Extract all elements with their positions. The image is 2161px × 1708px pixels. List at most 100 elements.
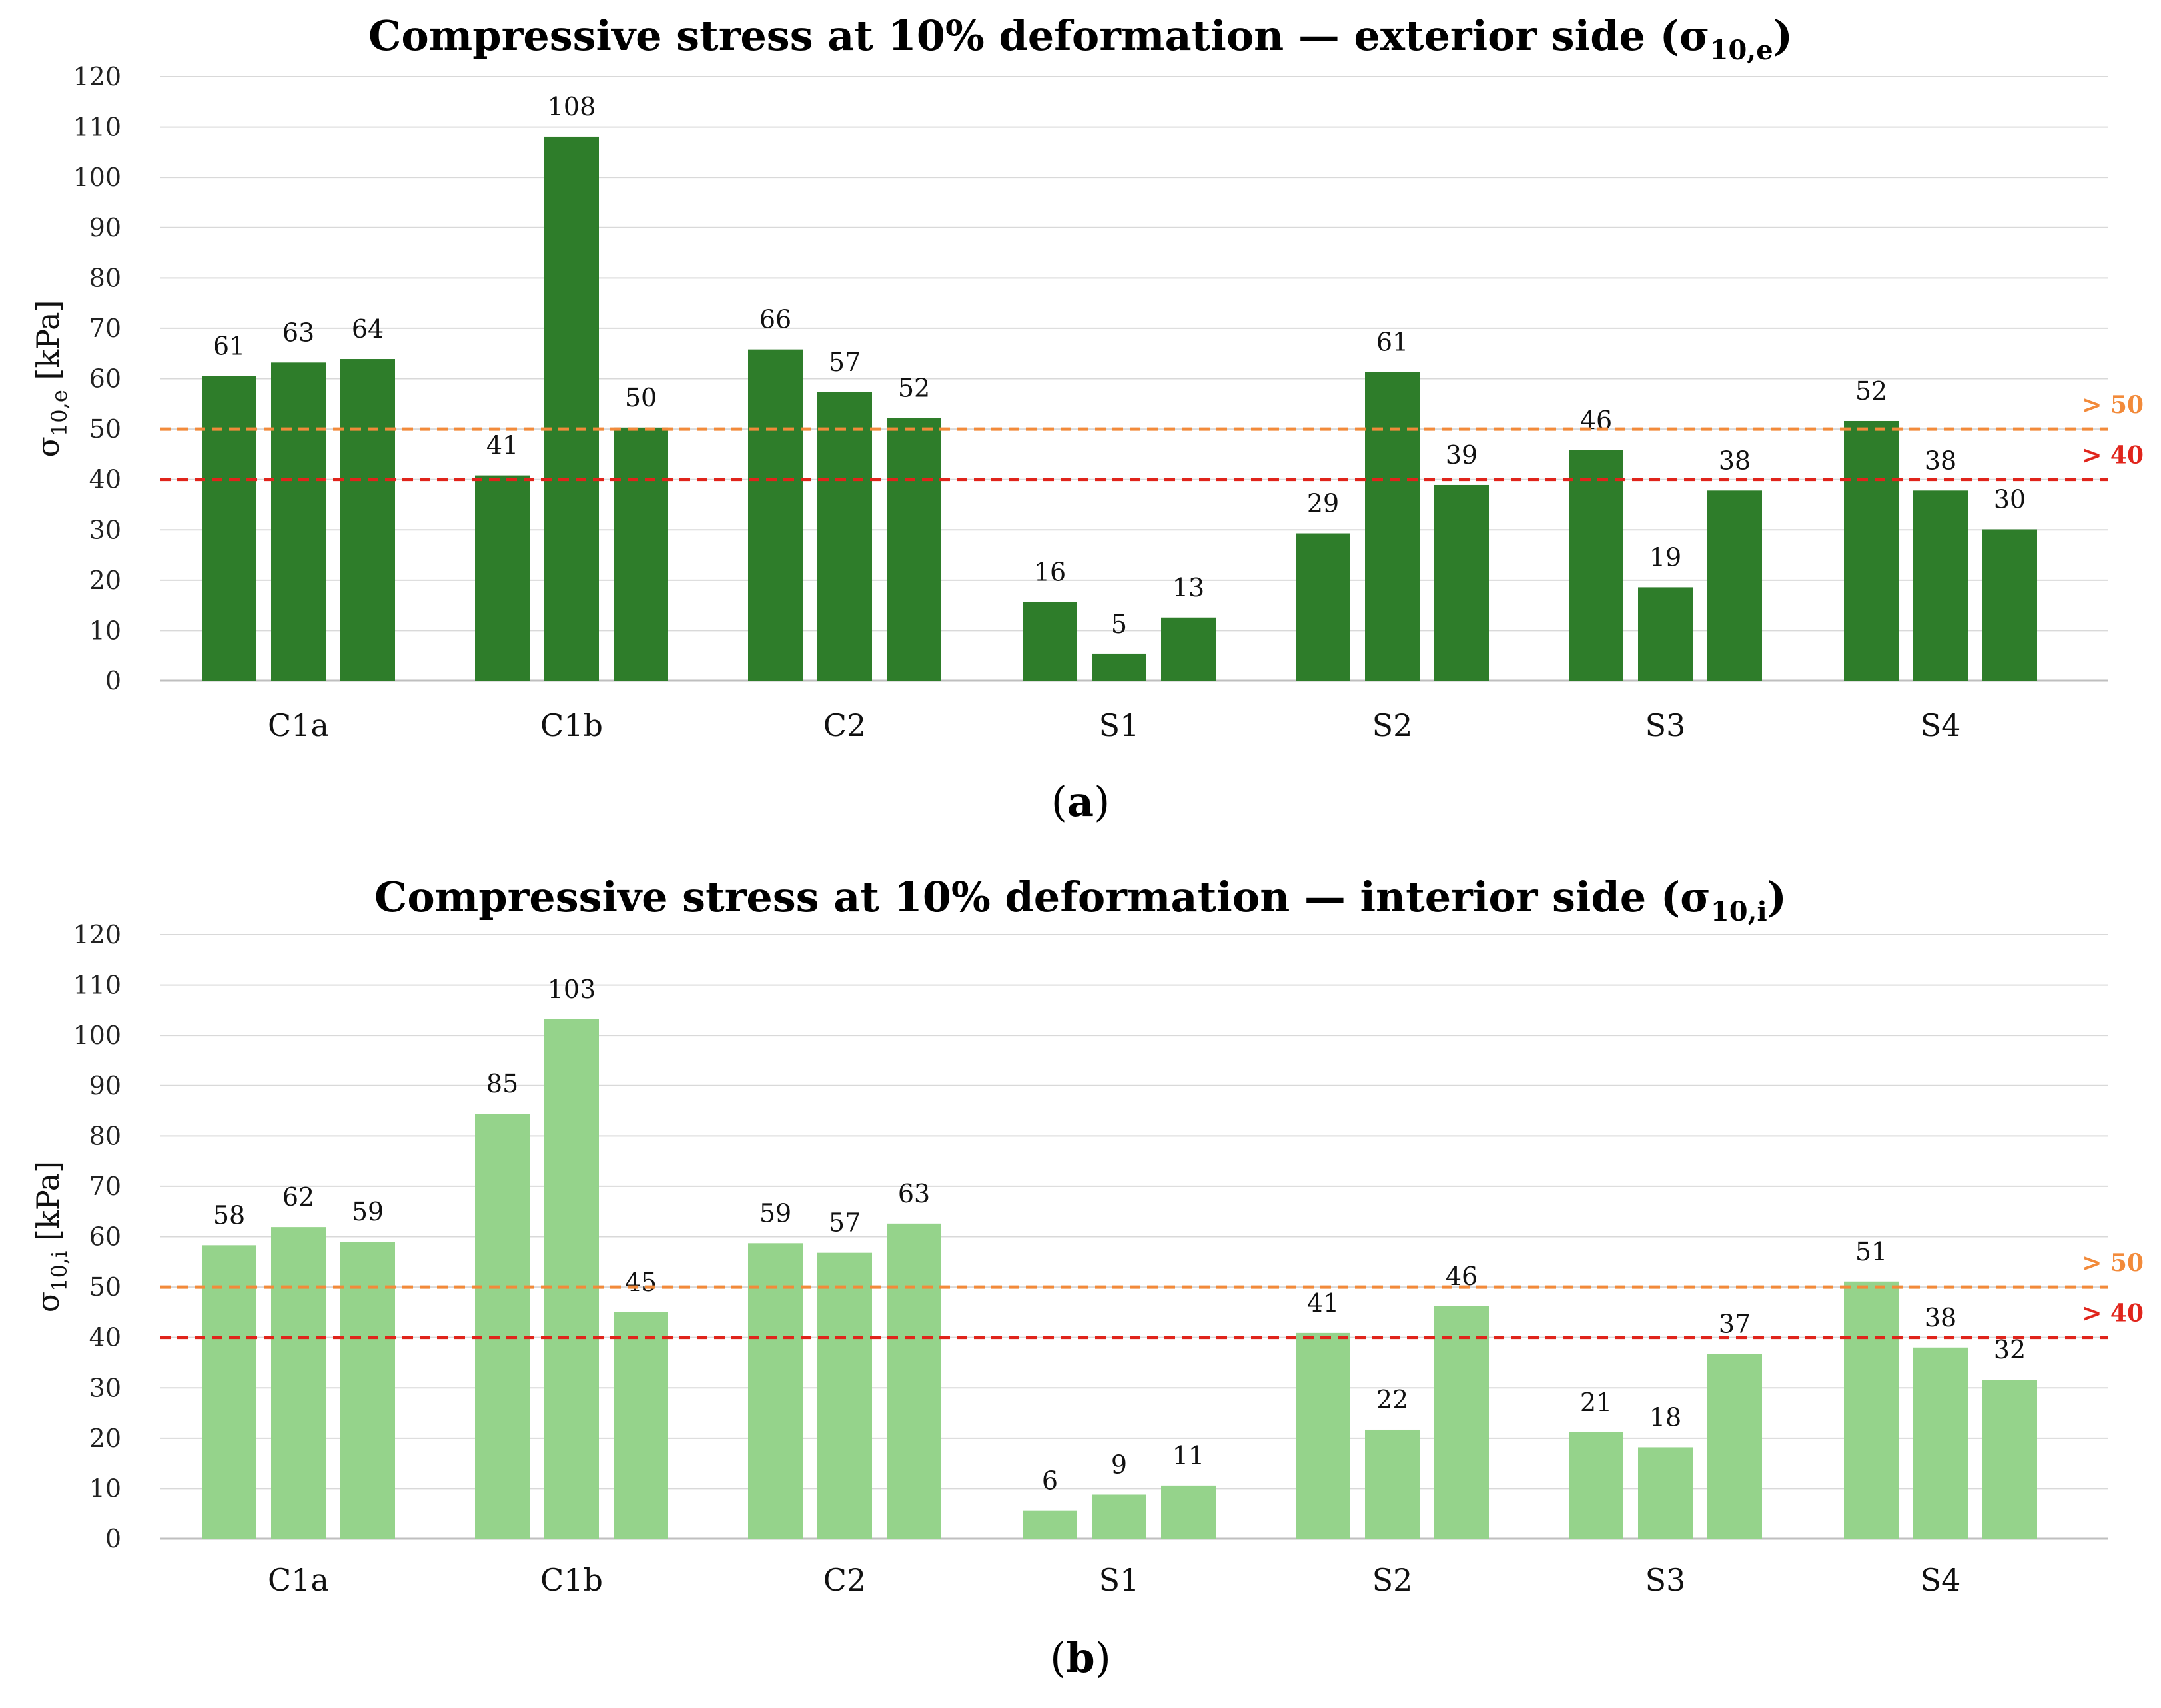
- data-label: 45: [625, 1268, 657, 1297]
- bar-c1b-3: [614, 1312, 668, 1539]
- data-label: 13: [1172, 573, 1204, 602]
- bar-s2-2: [1365, 372, 1420, 681]
- y-tick-label: 30: [89, 515, 121, 544]
- data-label: 63: [898, 1179, 930, 1208]
- x-tick-label: S1: [1099, 707, 1140, 743]
- y-tick-label: 0: [105, 1524, 121, 1553]
- bar-s2-1: [1296, 533, 1350, 681]
- bar-s1-1: [1023, 602, 1077, 681]
- bar-s2-1: [1296, 1332, 1350, 1539]
- y-tick-label: 90: [89, 1071, 121, 1100]
- x-tick-label: S3: [1645, 1562, 1686, 1598]
- x-tick-label: C2: [823, 1562, 866, 1598]
- bar-c2-2: [817, 1252, 872, 1539]
- y-tick-label: 100: [73, 1021, 121, 1050]
- data-label: 57: [829, 348, 861, 377]
- data-label: 59: [759, 1198, 791, 1228]
- bar-c1b-1: [475, 1114, 530, 1539]
- threshold-label-40: > 40: [2082, 1300, 2144, 1328]
- y-tick-label: 60: [89, 364, 121, 394]
- bar-s4-3: [1982, 1380, 2037, 1539]
- y-tick-label: 20: [89, 566, 121, 595]
- bar-c1a-3: [340, 359, 395, 681]
- data-label: 64: [352, 314, 384, 344]
- y-tick-label: 100: [73, 163, 121, 192]
- data-label: 6: [1042, 1466, 1058, 1495]
- bar-c1a-2: [271, 362, 326, 681]
- data-label: 11: [1172, 1441, 1204, 1470]
- data-label: 85: [486, 1069, 518, 1098]
- y-tick-label: 10: [89, 1474, 121, 1503]
- y-tick-label: 120: [73, 62, 121, 91]
- data-label: 38: [1925, 1303, 1956, 1332]
- data-label: 58: [213, 1200, 245, 1230]
- y-axis-label: σ10,e [kPa]: [30, 300, 72, 458]
- bar-s2-2: [1365, 1429, 1420, 1539]
- data-label: 5: [1111, 610, 1127, 639]
- x-tick-label: C2: [823, 707, 866, 743]
- data-label: 103: [548, 975, 596, 1004]
- y-tick-label: 90: [89, 213, 121, 242]
- y-tick-label: 40: [89, 1323, 121, 1352]
- y-tick-label: 40: [89, 465, 121, 494]
- bar-s1-1: [1023, 1510, 1077, 1539]
- bar-c1b-2: [544, 136, 599, 681]
- data-label: 39: [1446, 440, 1478, 470]
- panel-label: (a): [1051, 777, 1110, 826]
- x-tick-label: S4: [1921, 1562, 1961, 1598]
- bar-c1b-1: [475, 475, 530, 681]
- data-label: 52: [898, 373, 930, 402]
- bar-c1a-3: [340, 1242, 395, 1539]
- bar-c1a-1: [202, 376, 256, 681]
- data-label: 9: [1111, 1450, 1127, 1479]
- bar-c2-3: [887, 418, 941, 681]
- x-tick-label: S4: [1921, 707, 1961, 743]
- bar-s4-2: [1913, 1347, 1968, 1539]
- y-tick-label: 0: [105, 666, 121, 695]
- x-tick-label: S2: [1372, 707, 1413, 743]
- bar-s3-1: [1569, 450, 1623, 681]
- data-label: 16: [1034, 557, 1066, 586]
- x-tick-label: S2: [1372, 1562, 1413, 1598]
- data-label: 51: [1855, 1237, 1887, 1266]
- data-label: 18: [1649, 1402, 1681, 1432]
- bar-c1b-2: [544, 1019, 599, 1539]
- threshold-label-40: > 40: [2082, 442, 2144, 470]
- data-label: 38: [1925, 446, 1956, 475]
- bar-s2-3: [1434, 1306, 1489, 1539]
- data-label: 41: [486, 431, 518, 460]
- bar-s1-2: [1092, 1494, 1146, 1539]
- data-label: 59: [352, 1197, 384, 1226]
- data-label: 30: [1994, 484, 2026, 514]
- panel-label: (b): [1050, 1633, 1111, 1682]
- bar-s3-3: [1707, 1354, 1762, 1539]
- y-tick-label: 30: [89, 1373, 121, 1402]
- bar-s1-3: [1161, 1485, 1216, 1539]
- chart-panel-a: Compressive stress at 10% deformation — …: [30, 11, 2144, 826]
- y-tick-label: 10: [89, 616, 121, 645]
- bar-s4-3: [1982, 529, 2037, 681]
- bar-s3-2: [1638, 1447, 1693, 1539]
- bar-c2-1: [748, 1243, 803, 1539]
- bar-c2-2: [817, 392, 872, 681]
- data-label: 21: [1580, 1388, 1612, 1417]
- threshold-label-50: > 50: [2082, 391, 2144, 419]
- bar-c1a-1: [202, 1245, 256, 1539]
- data-label: 38: [1719, 446, 1751, 475]
- data-label: 22: [1376, 1385, 1408, 1414]
- bar-c2-3: [887, 1223, 941, 1539]
- bar-s1-2: [1092, 653, 1146, 681]
- x-tick-label: C1a: [268, 707, 329, 743]
- y-tick-label: 70: [89, 314, 121, 343]
- y-axis-label: σ10,i [kPa]: [30, 1161, 72, 1312]
- x-tick-label: S3: [1645, 707, 1686, 743]
- data-label: 41: [1307, 1288, 1339, 1318]
- x-tick-label: C1b: [540, 1562, 603, 1598]
- y-tick-label: 80: [89, 1121, 121, 1150]
- bar-s3-3: [1707, 490, 1762, 681]
- data-label: 61: [213, 332, 245, 361]
- bar-s1-3: [1161, 617, 1216, 681]
- data-label: 37: [1719, 1310, 1751, 1339]
